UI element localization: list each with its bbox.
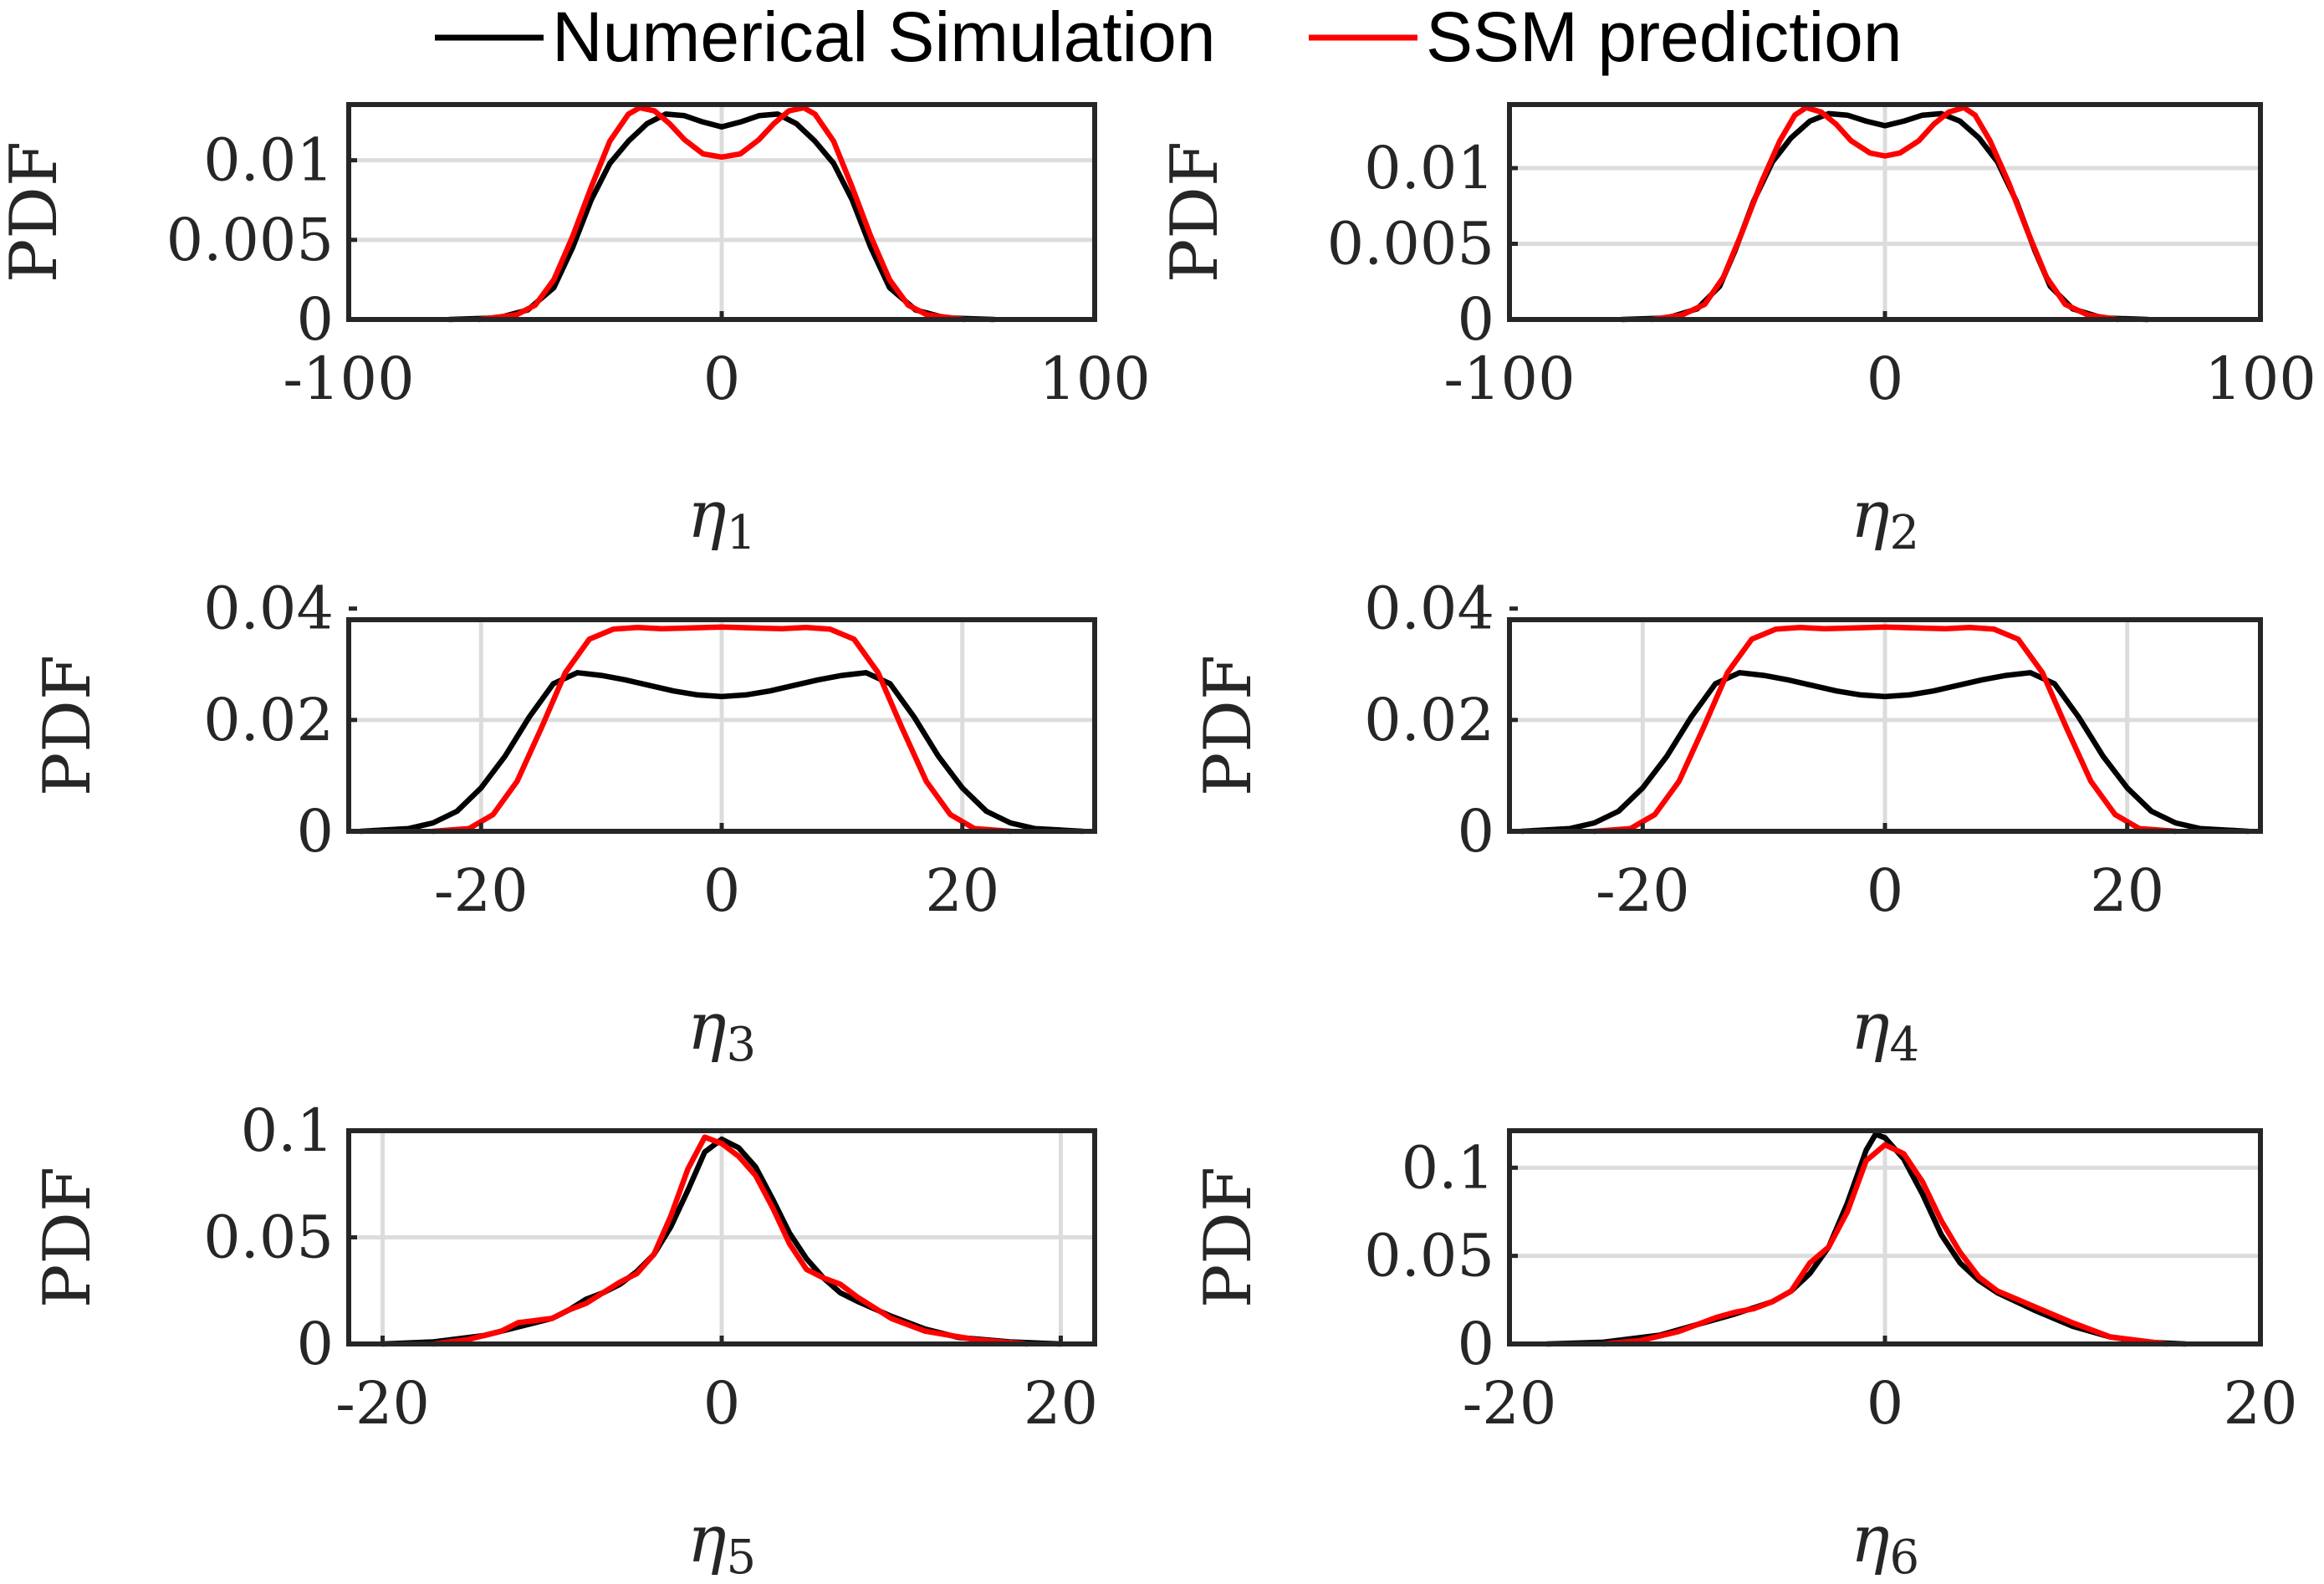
y-tick-label: 0: [296, 285, 334, 354]
x-tick-label: 20: [2223, 1369, 2297, 1438]
y-axis-label: PDF: [0, 141, 72, 283]
y-tick-label: 0.05: [203, 1203, 334, 1272]
x-tick-label: 20: [925, 856, 999, 925]
x-tick-label: -20: [1463, 1369, 1557, 1438]
x-tick-label: -20: [434, 856, 529, 925]
series-line-numerical-simulation: [358, 670, 1085, 835]
y-tick-label: 0.01: [1364, 134, 1494, 202]
series-line-numerical-simulation: [1519, 670, 2251, 835]
legend-label-ssm-prediction: SSM prediction: [1426, 0, 1903, 76]
legend-label-numerical-simulation: Numerical Simulation: [552, 0, 1216, 76]
subplot-4: -20 0 20 0 0.02 0.04 PDF η4: [1191, 575, 2263, 1072]
y-axis-label: PDF: [30, 1167, 105, 1308]
x-axis-label-subscript: 4: [1890, 1018, 1920, 1072]
x-tick-label: 0: [703, 345, 741, 413]
y-tick-label: 0.1: [1402, 1133, 1494, 1202]
y-tick-label: 0: [1457, 1310, 1494, 1378]
x-tick-label: 20: [1024, 1369, 1098, 1438]
x-axis-label-subscript: 1: [727, 506, 757, 560]
x-tick-label: 0: [1867, 345, 1904, 413]
x-axis-label: η2: [1851, 478, 1919, 560]
x-axis-label-symbol: η: [1851, 989, 1890, 1065]
x-axis-label: η6: [1851, 1502, 1919, 1584]
x-axis-label: η1: [687, 478, 756, 560]
legend: Numerical Simulation SSM prediction: [435, 0, 1903, 76]
series-line-ssm-prediction: [430, 624, 1014, 835]
x-tick-label: -100: [1443, 345, 1575, 413]
x-tick-label: -20: [1596, 856, 1690, 925]
x-axis-label-subscript: 6: [1890, 1530, 1920, 1584]
x-tick-label: 0: [1867, 856, 1904, 925]
y-tick-label: 0.005: [1327, 210, 1494, 278]
x-axis-label-subscript: 3: [727, 1018, 757, 1072]
x-tick-label: 0: [1867, 1369, 1904, 1438]
x-axis-label-symbol: η: [1851, 1502, 1890, 1577]
y-tick-label: 0.02: [1364, 686, 1494, 754]
y-tick-label: 0.02: [203, 686, 334, 754]
y-axis-label: PDF: [1157, 141, 1233, 283]
y-tick-label: 0: [1457, 285, 1494, 354]
y-axis-label: PDF: [30, 655, 105, 796]
series-line-ssm-prediction: [431, 1134, 1030, 1347]
x-tick-label: 20: [2090, 856, 2164, 925]
x-axis-label: η5: [687, 1502, 756, 1584]
series-line-ssm-prediction: [1591, 624, 2178, 835]
series-line-numerical-simulation: [447, 111, 997, 323]
x-axis-label: η4: [1851, 989, 1919, 1072]
y-axis-label: PDF: [1191, 655, 1266, 796]
x-axis-label-symbol: η: [687, 478, 727, 553]
y-tick-label: 0.04: [1364, 575, 1494, 643]
x-axis-label-symbol: η: [687, 1502, 727, 1577]
x-axis-label-symbol: η: [1851, 478, 1890, 553]
series-line-ssm-prediction: [1601, 1142, 2170, 1347]
x-tick-label: 100: [2204, 345, 2316, 413]
x-axis-label: η3: [687, 989, 756, 1072]
y-tick-label: 0.05: [1364, 1222, 1494, 1290]
y-axis-label: PDF: [1191, 1167, 1266, 1308]
x-tick-label: 0: [703, 856, 741, 925]
y-tick-label: 0.1: [241, 1096, 334, 1165]
y-tick-label: 0.04: [203, 575, 334, 643]
y-tick-label: 0: [1457, 797, 1494, 866]
subplot-3: -20 0 20 0 0.02 0.04 PDF η3: [30, 575, 1097, 1072]
x-tick-label: 100: [1039, 345, 1151, 413]
y-tick-label: 0.01: [203, 126, 334, 195]
x-axis-label-symbol: η: [687, 989, 727, 1065]
x-tick-label: -100: [283, 345, 414, 413]
x-tick-label: -20: [335, 1369, 430, 1438]
x-axis-label-subscript: 2: [1890, 506, 1920, 560]
y-tick-label: 0: [296, 1310, 334, 1378]
x-axis-label-subscript: 5: [727, 1530, 757, 1584]
series-line-ssm-prediction: [476, 105, 968, 323]
x-tick-label: 0: [703, 1369, 741, 1438]
series-line-ssm-prediction: [1649, 105, 2121, 323]
y-tick-label: 0: [296, 797, 334, 866]
y-tick-label: 0.005: [166, 206, 334, 274]
